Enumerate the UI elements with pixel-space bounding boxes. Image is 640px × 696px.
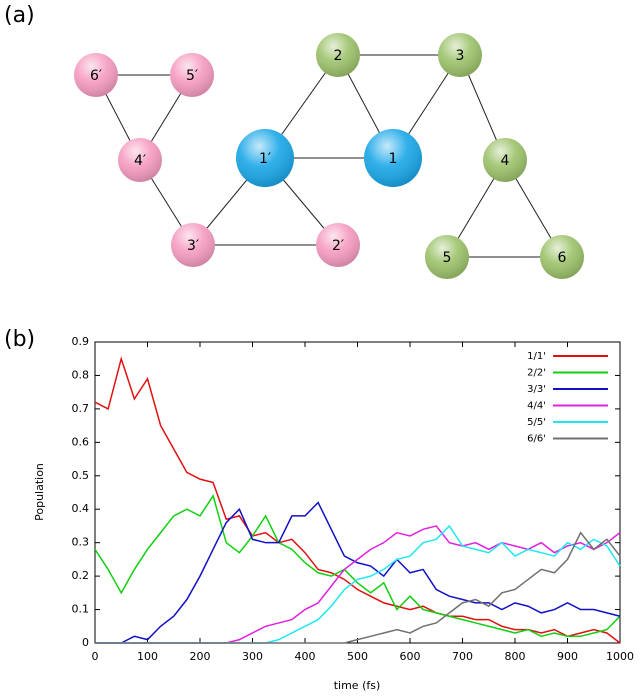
panel-label: (a) [4,3,35,28]
node-label: 3′ [187,238,199,254]
series-line [95,525,621,644]
x-tick-label: 500 [347,650,368,663]
y-tick-label: 0.1 [72,603,90,616]
x-tick-label: 200 [190,650,211,663]
node-label: 2′ [332,238,344,254]
node-shine [74,53,118,97]
y-tick-label: 0.9 [72,335,90,348]
node-label: 6′ [90,68,102,84]
node-label: 1′ [259,151,271,167]
node-label: 5′ [186,68,198,84]
x-tick-label: 600 [400,650,421,663]
node-label: 1 [389,151,398,167]
y-tick-label: 0.6 [72,435,90,448]
node-shine [118,138,162,182]
node-label: 4 [501,153,510,169]
y-tick-label: 0.5 [72,469,90,482]
node-shine [364,129,422,187]
y-tick-label: 0.7 [72,402,90,415]
x-tick-label: 100 [137,650,158,663]
series-line [94,494,621,638]
node-shine [171,223,215,267]
y-tick-label: 0.4 [72,502,90,515]
x-tick-label: 700 [452,650,473,663]
node-label: 6 [558,250,567,266]
x-tick-label: 300 [242,650,263,663]
node-shine [316,223,360,267]
y-tick-label: 0.2 [72,569,90,582]
legend-label: 2/2' [527,368,546,379]
x-tick-label: 800 [505,650,526,663]
node-shine [540,235,584,279]
node-label: 3 [456,48,465,64]
series-line [94,356,621,644]
node-label: 4′ [134,153,146,169]
y-axis-label: Population [33,463,46,521]
y-tick-label: 0.3 [72,536,90,549]
node-label: 5 [443,250,452,266]
y-tick-label: 0.8 [72,368,90,381]
legend-label: 6/6' [527,434,546,445]
x-tick-label: 0 [92,650,99,663]
x-axis-label: time (fs) [334,679,381,692]
node-shine [425,235,469,279]
series-line [95,501,621,644]
legend-label: 3/3' [527,384,546,395]
node-shine [438,33,482,77]
legend-label: 4/4' [527,401,546,412]
x-tick-label: 1000 [606,650,634,663]
node-shine [316,33,360,77]
x-tick-label: 900 [557,650,578,663]
node-shine [170,53,214,97]
node-label: 2 [334,48,343,64]
series-line [95,531,621,644]
legend-label: 1/1' [527,351,546,362]
panel-label: (b) [4,327,35,352]
node-shine [236,129,294,187]
x-tick-label: 400 [295,650,316,663]
y-tick-label: 0 [82,636,89,649]
legend-label: 5/5' [527,417,546,428]
node-shine [483,138,527,182]
